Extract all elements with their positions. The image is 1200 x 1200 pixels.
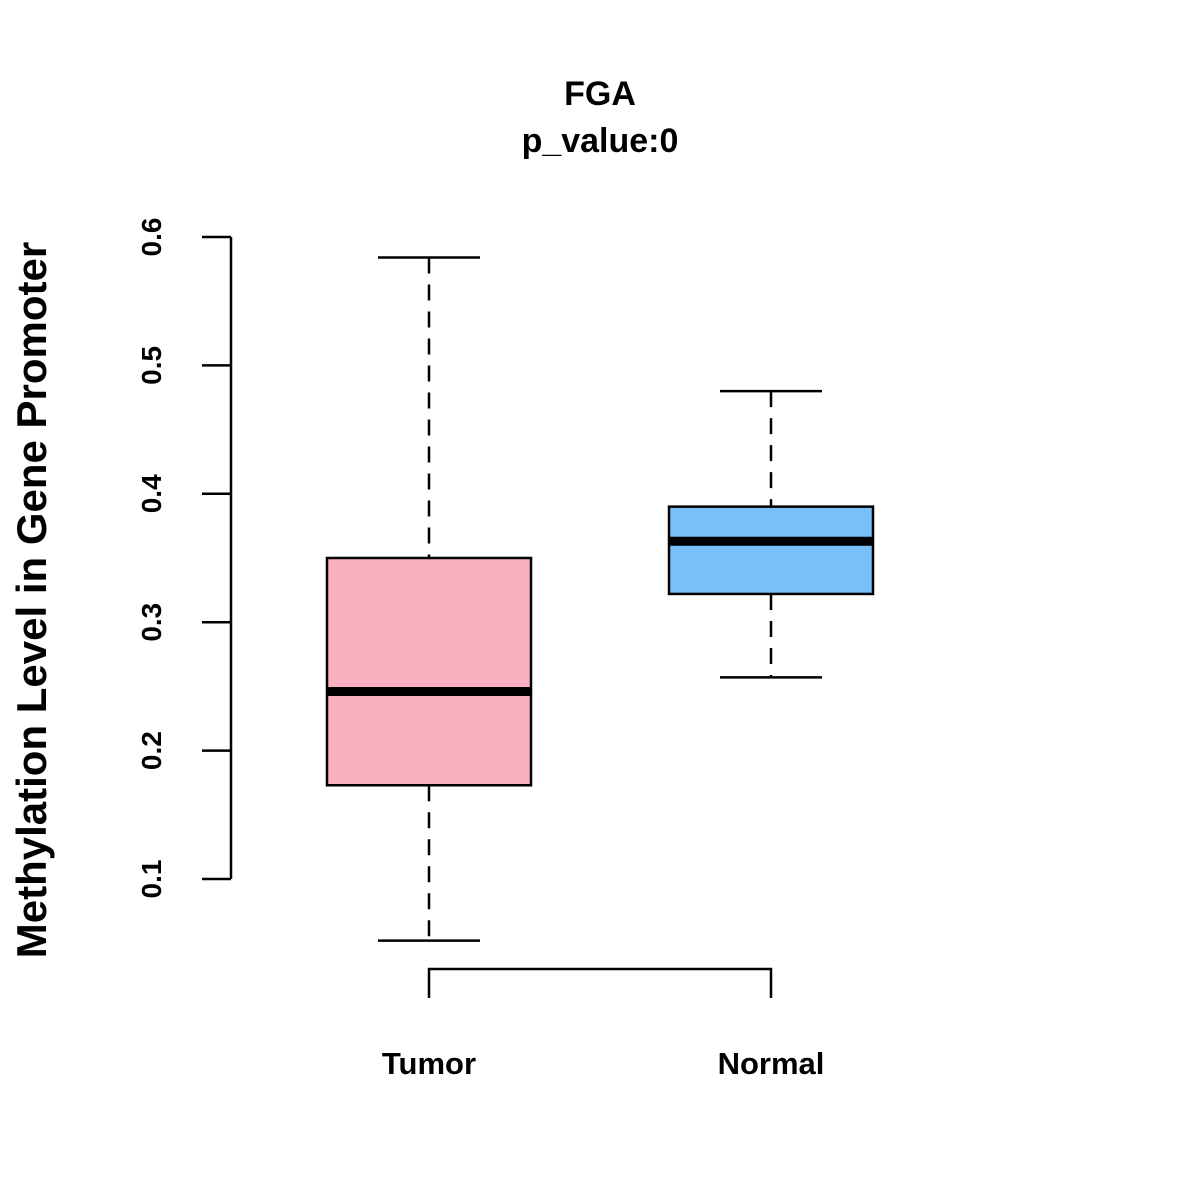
y-tick-label: 0.3 (136, 603, 167, 642)
bracket-line (427, 967, 773, 998)
comparison-bracket (427, 967, 773, 998)
x-axis-labels: Tumor Normal (382, 1046, 824, 1081)
y-tick-label: 0.1 (136, 860, 167, 899)
y-tick-label: 0.2 (136, 731, 167, 770)
x-tick-label-normal: Normal (718, 1046, 825, 1081)
y-axis-label: Methylation Level in Gene Promoter (8, 242, 55, 958)
box-tumor (325, 256, 533, 942)
box-normal (667, 389, 875, 679)
boxes (325, 256, 875, 942)
chart-subtitle: p_value:0 (522, 122, 679, 160)
y-tick-label: 0.6 (136, 218, 167, 257)
y-tick-label: 0.4 (136, 474, 167, 513)
iqr-box (667, 505, 875, 596)
x-tick-label-tumor: Tumor (382, 1046, 476, 1081)
y-axis: 0.1 0.2 0.3 0.4 0.5 0.6 (136, 218, 233, 899)
chart-title: FGA (564, 75, 636, 113)
y-tick-label: 0.5 (136, 346, 167, 385)
iqr-box (325, 556, 533, 787)
